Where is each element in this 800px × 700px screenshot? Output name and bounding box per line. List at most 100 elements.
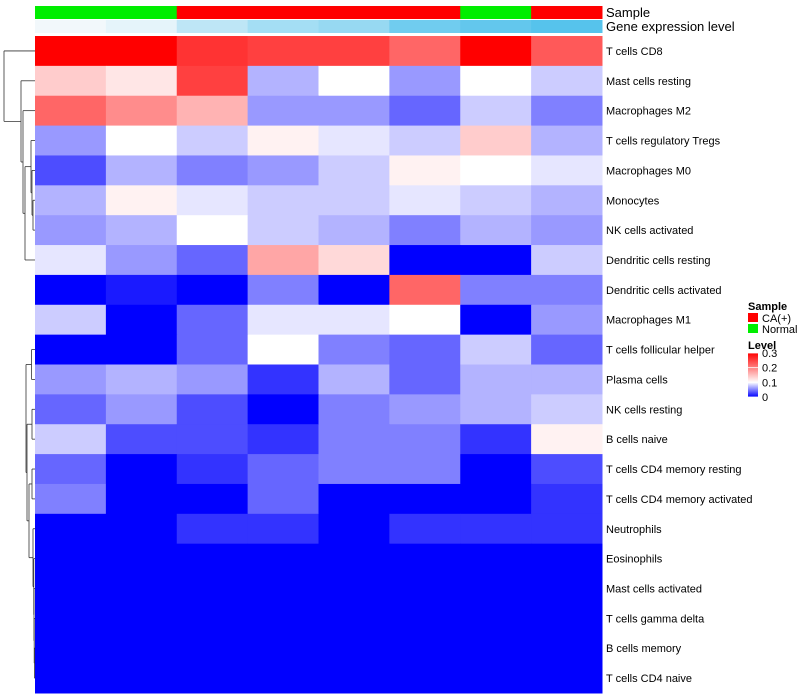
sample-annotation-cell: [318, 6, 390, 19]
row-label: T cells CD4 naive: [606, 673, 692, 685]
heatmap-cell: [176, 36, 249, 67]
expression-annotation-cell: [247, 20, 319, 33]
heatmap-cell: [389, 245, 461, 276]
heatmap-cell: [460, 454, 532, 485]
heatmap-cell: [318, 155, 390, 186]
heatmap-cell: [531, 483, 603, 515]
legend-swatch-ca: [748, 313, 758, 322]
heatmap-cell: [176, 65, 249, 97]
heatmap-cell: [247, 543, 319, 575]
legend: Sample CA(+) Normal Level 0.3 0.2 0.1 0: [748, 301, 797, 404]
sample-annotation-cell: [176, 6, 249, 19]
heatmap-cell: [247, 185, 319, 216]
heatmap-cell: [35, 454, 107, 485]
heatmap-cell: [105, 603, 178, 634]
heatmap-cell: [460, 215, 532, 246]
heatmap-cell: [247, 603, 319, 634]
heatmap-cell: [531, 185, 603, 216]
heatmap-cell: [35, 513, 107, 545]
heatmap-cell: [318, 424, 390, 455]
heatmap-cell: [176, 364, 249, 395]
heatmap-cell: [176, 454, 249, 485]
heatmap-cell: [531, 304, 603, 336]
expression-annotation-cell: [105, 20, 178, 33]
heatmap-cell: [35, 603, 107, 634]
expression-annotation-cell: [460, 20, 532, 33]
heatmap-cell: [35, 155, 107, 186]
heatmap-cell: [105, 483, 178, 515]
heatmap-cell: [247, 663, 319, 694]
heatmap-cell: [35, 274, 107, 306]
heatmap-cell: [531, 95, 603, 127]
heatmap-cell: [176, 334, 249, 365]
heatmap-cell: [389, 304, 461, 336]
heatmap-cell: [176, 95, 249, 127]
heatmap-cell: [460, 543, 532, 575]
sample-annotation-cell: [35, 6, 107, 19]
heatmap-cell: [318, 334, 390, 365]
heatmap-cell: [318, 125, 390, 156]
heatmap-cell: [105, 334, 178, 365]
sample-annotation-cell: [531, 6, 603, 19]
heatmap-cell: [247, 483, 319, 515]
heatmap-cell: [389, 394, 461, 425]
annotation-label-sample: Sample: [606, 5, 650, 20]
heatmap-cell: [105, 245, 178, 276]
row-label: Macrophages M2: [606, 106, 691, 118]
heatmap-cell: [460, 304, 532, 336]
row-label: NK cells resting: [606, 404, 682, 416]
heatmap-cell: [460, 663, 532, 694]
annotation-bars: [35, 6, 603, 33]
heatmap-cell: [105, 513, 178, 545]
heatmap-cell: [531, 633, 603, 664]
heatmap-cell: [389, 603, 461, 634]
heatmap-cell: [318, 274, 390, 306]
heatmap-cell: [35, 36, 107, 67]
heatmap-cell: [176, 424, 249, 455]
heatmap-cell: [35, 304, 107, 336]
heatmap-cell: [389, 95, 461, 127]
heatmap-cell: [389, 215, 461, 246]
expression-annotation-cell: [531, 20, 603, 33]
heatmap-cell: [247, 513, 319, 545]
row-label: Eosinophils: [606, 554, 663, 566]
heatmap-cell: [247, 155, 319, 186]
heatmap-cell: [531, 155, 603, 186]
heatmap-cell: [247, 274, 319, 306]
heatmap-cell: [35, 125, 107, 156]
heatmap-cell: [105, 65, 178, 97]
sample-annotation-cell: [460, 6, 532, 19]
heatmap-cell: [35, 633, 107, 664]
heatmap-cell: [105, 274, 178, 306]
heatmap-cell: [389, 424, 461, 455]
heatmap-cells: [35, 36, 603, 694]
heatmap-cell: [460, 394, 532, 425]
heatmap-cell: [35, 394, 107, 425]
row-label: T cells CD4 memory activated: [606, 494, 753, 506]
heatmap-cell: [460, 424, 532, 455]
heatmap-cell: [247, 125, 319, 156]
heatmap-cell: [176, 394, 249, 425]
heatmap-cell: [318, 483, 390, 515]
heatmap-cell: [531, 663, 603, 694]
heatmap-cell: [389, 483, 461, 515]
heatmap-cell: [460, 36, 532, 67]
heatmap-cell: [460, 633, 532, 664]
heatmap-cell: [318, 95, 390, 127]
row-label: Mast cells activated: [606, 583, 702, 595]
legend-tick-label: 0.1: [762, 377, 777, 389]
heatmap-cell: [389, 513, 461, 545]
heatmap-cell: [389, 633, 461, 664]
heatmap-cell: [318, 304, 390, 336]
heatmap-cell: [176, 304, 249, 336]
heatmap-cell: [105, 304, 178, 336]
heatmap-cell: [247, 95, 319, 127]
legend-level-ticks: 0.3 0.2 0.1 0: [748, 348, 777, 404]
heatmap-cell: [176, 155, 249, 186]
heatmap-cell: [176, 215, 249, 246]
heatmap-cell: [105, 125, 178, 156]
heatmap-cell: [318, 543, 390, 575]
heatmap-cell: [318, 633, 390, 664]
heatmap-cell: [460, 155, 532, 186]
legend-level-title: Level: [748, 340, 776, 352]
